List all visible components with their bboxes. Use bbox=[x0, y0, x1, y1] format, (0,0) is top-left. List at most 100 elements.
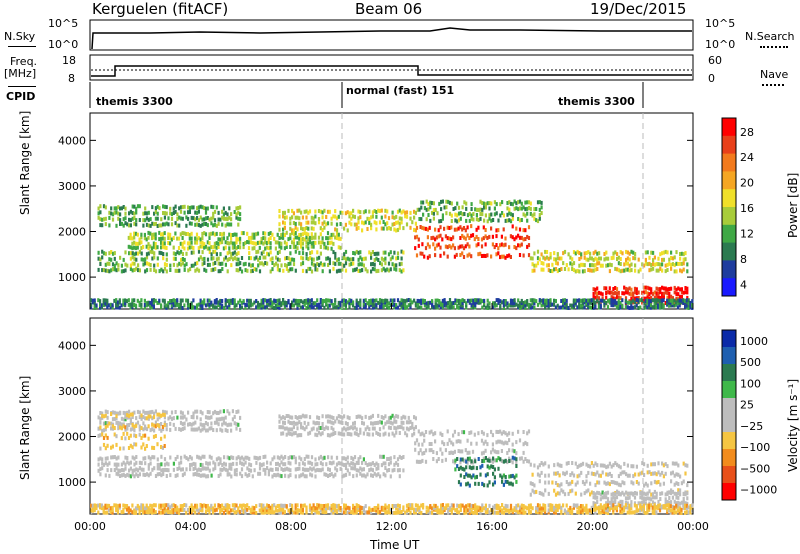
heatmap-cell bbox=[417, 451, 420, 456]
heatmap-cell bbox=[375, 251, 378, 256]
heatmap-cell bbox=[632, 464, 635, 469]
heatmap-cell bbox=[642, 305, 645, 310]
heatmap-cell bbox=[574, 491, 577, 496]
heatmap-cell bbox=[300, 241, 303, 246]
heatmap-cell bbox=[576, 268, 579, 273]
heatmap-cell bbox=[278, 244, 281, 249]
heatmap-cell bbox=[431, 305, 434, 310]
heatmap-cell bbox=[265, 503, 269, 508]
heatmap-cell bbox=[240, 256, 244, 260]
nsky-trace bbox=[91, 27, 692, 50]
heatmap-cell bbox=[426, 235, 429, 240]
heatmap-cell bbox=[323, 299, 326, 304]
heatmap-cell bbox=[174, 256, 177, 261]
heatmap-cell bbox=[192, 421, 195, 426]
heatmap-cell bbox=[370, 415, 373, 420]
heatmap-cell bbox=[452, 301, 455, 305]
heatmap-cell bbox=[160, 422, 163, 426]
heatmap-cell bbox=[140, 257, 143, 262]
heatmap-cell bbox=[386, 226, 389, 231]
heatmap-cell bbox=[411, 503, 414, 508]
heatmap-cell bbox=[162, 269, 165, 274]
heatmap-cell bbox=[212, 231, 215, 236]
heatmap-cell bbox=[601, 463, 604, 468]
heatmap-cell bbox=[275, 462, 278, 466]
heatmap-cell bbox=[673, 263, 676, 268]
heatmap-cell bbox=[210, 507, 213, 512]
heatmap-cell bbox=[675, 300, 678, 305]
heatmap-cell bbox=[428, 225, 431, 230]
heatmap-cell bbox=[163, 420, 166, 425]
heatmap-cell bbox=[106, 298, 109, 303]
heatmap-cell bbox=[371, 262, 374, 266]
heatmap-cell bbox=[296, 426, 299, 431]
heatmap-cell bbox=[479, 251, 482, 256]
heatmap-cell bbox=[558, 268, 561, 272]
heatmap-cell bbox=[228, 301, 231, 305]
heatmap-cell bbox=[282, 431, 285, 436]
heatmap-cell bbox=[382, 425, 385, 430]
heatmap-cell bbox=[97, 510, 100, 515]
heatmap-cell bbox=[330, 432, 333, 437]
heatmap-cell bbox=[661, 491, 664, 496]
heatmap-cell bbox=[291, 228, 294, 233]
heatmap-cell bbox=[300, 226, 303, 231]
heatmap-cell bbox=[542, 506, 545, 511]
heatmap-cell bbox=[448, 451, 451, 455]
heatmap-cell bbox=[301, 510, 304, 515]
heatmap-cell bbox=[124, 455, 127, 460]
heatmap-cell bbox=[677, 488, 680, 493]
heatmap-cell bbox=[310, 226, 313, 231]
heatmap-cell bbox=[506, 460, 509, 465]
heatmap-cell bbox=[477, 242, 480, 247]
heatmap-cell bbox=[482, 431, 485, 436]
heatmap-cell bbox=[131, 261, 134, 266]
heatmap-cell bbox=[201, 217, 204, 222]
heatmap-cell bbox=[450, 213, 453, 218]
heatmap-cell bbox=[125, 299, 129, 304]
heatmap-cell bbox=[691, 306, 694, 310]
heatmap-cell bbox=[405, 503, 409, 508]
heatmap-cell bbox=[111, 262, 115, 267]
heatmap-cell bbox=[327, 474, 330, 478]
heatmap-cell bbox=[612, 291, 615, 296]
heatmap-cell bbox=[346, 510, 349, 515]
heatmap-cell bbox=[258, 245, 261, 250]
heatmap-cell bbox=[384, 510, 387, 515]
heatmap-cell bbox=[195, 237, 199, 242]
heatmap-cell bbox=[610, 303, 613, 308]
heatmap-cell bbox=[117, 211, 120, 216]
heatmap-cell bbox=[359, 210, 362, 215]
heatmap-cell bbox=[608, 262, 611, 267]
heatmap-cell bbox=[634, 263, 637, 268]
heatmap-cell bbox=[506, 218, 509, 223]
heatmap-cell bbox=[334, 251, 337, 256]
heatmap-cell bbox=[151, 427, 154, 432]
heatmap-cell bbox=[353, 455, 357, 460]
heatmap-cell bbox=[307, 210, 310, 215]
heatmap-cell bbox=[446, 225, 449, 230]
heatmap-cell bbox=[576, 480, 579, 485]
heatmap-cell bbox=[682, 492, 685, 496]
heatmap-cell bbox=[423, 206, 426, 211]
heatmap-cell bbox=[679, 501, 682, 506]
heatmap-cell bbox=[565, 480, 568, 484]
heatmap-cell bbox=[398, 208, 401, 213]
heatmap-cell bbox=[653, 479, 656, 484]
heatmap-cell bbox=[183, 210, 186, 215]
heatmap-cell bbox=[655, 286, 658, 291]
heatmap-cell bbox=[206, 257, 210, 262]
heatmap-cell bbox=[301, 508, 304, 512]
heatmap-cell bbox=[326, 433, 330, 438]
heatmap-cell bbox=[646, 291, 649, 296]
heatmap-cell bbox=[176, 300, 179, 305]
heatmap-cell bbox=[97, 415, 100, 420]
heatmap-cell bbox=[361, 473, 364, 478]
heatmap-cell bbox=[454, 458, 457, 463]
heatmap-cell bbox=[321, 221, 324, 226]
heatmap-cell bbox=[504, 299, 507, 303]
heatmap-cell bbox=[353, 510, 356, 515]
heatmap-cell bbox=[395, 426, 398, 431]
heatmap-cell bbox=[176, 217, 179, 221]
heatmap-cell bbox=[447, 301, 450, 305]
